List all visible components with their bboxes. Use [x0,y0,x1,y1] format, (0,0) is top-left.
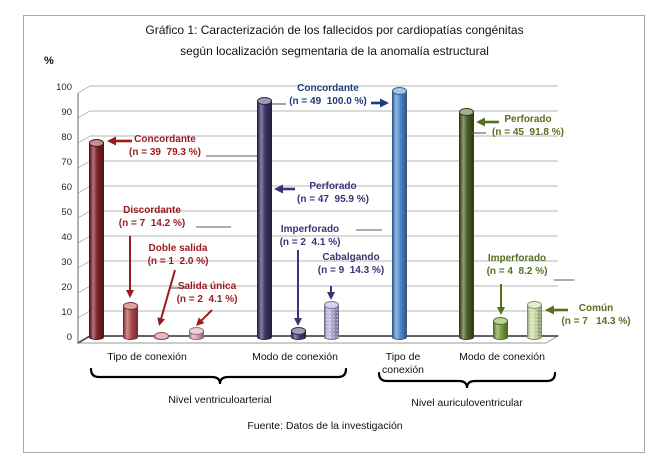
gridline-side-90 [77,110,91,119]
bar-body [256,100,272,340]
gridline-side-50 [77,210,91,219]
bar-cap [188,326,204,335]
bar-perforado [256,97,272,340]
bar-cap [290,326,306,335]
chart-title-line1: Gráfico 1: Caracterización de los fallec… [145,23,524,37]
gridline-side-20 [77,285,91,294]
bar-cap [256,97,272,106]
bar-body [88,141,104,340]
bar-salida-unica [188,326,204,340]
bar-cabalgando [323,301,339,340]
gridline-side-100 [77,85,91,94]
gridline-side-10 [77,310,91,319]
bar-perforado-av [458,107,474,340]
bar-cap [153,332,169,340]
bar-discordante [122,301,138,340]
bar-body [492,319,508,340]
bar-cap [391,87,407,95]
bar-concordante [88,138,104,340]
bar-body [188,329,204,340]
bar-cap [492,316,508,325]
bar-cap [526,301,542,310]
bar-comun [526,301,542,340]
y-axis-unit-label: % [44,55,54,67]
bar-body [323,304,339,340]
bar-doble-salida [153,332,169,340]
bar-body [290,329,306,340]
bar-body [526,304,542,340]
gridline-side-80 [77,135,91,144]
bar-body [122,304,138,340]
bar-imperforado [290,326,306,340]
bar-imperforado-av [492,316,508,340]
gridline-side-60 [77,185,91,194]
gridline-side-0 [77,335,91,344]
gridline-side-30 [77,260,91,269]
bar-cap [458,107,474,116]
bar-cap [323,301,339,310]
bar-body [391,90,407,340]
gridline-side-70 [77,160,91,169]
gridline-side-40 [77,235,91,244]
bar-cap [122,301,138,310]
bar-cap [88,138,104,147]
bar-concordante-av [391,87,407,340]
chart-title-line2: según localización segmentaria de la ano… [180,44,489,58]
bar-body [458,110,474,340]
